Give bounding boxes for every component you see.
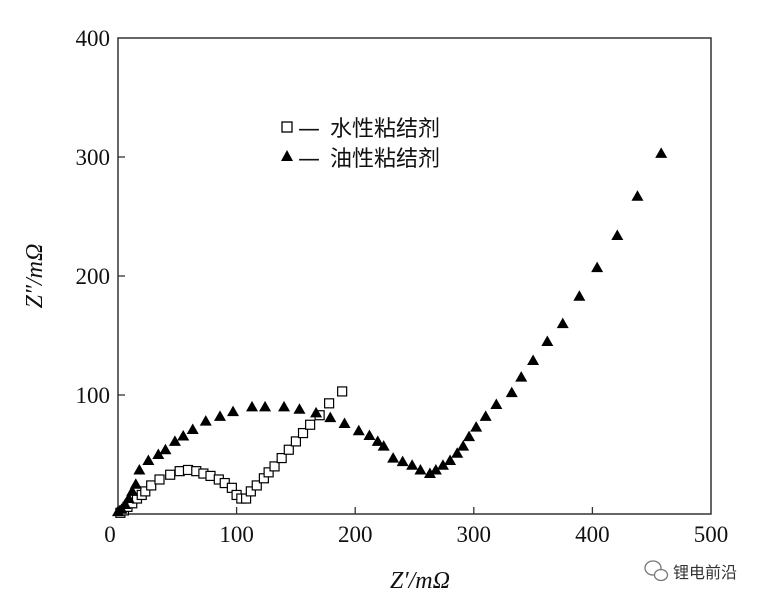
data-point-triangle (352, 424, 365, 436)
data-point-square (283, 444, 294, 455)
data-point-triangle (371, 435, 384, 446)
data-point-triangle (591, 261, 604, 273)
data-point-triangle (278, 400, 291, 412)
data-point-triangle (527, 354, 540, 365)
data-point-square (140, 486, 151, 497)
data-point-square (205, 470, 216, 482)
data-point-triangle (396, 455, 409, 467)
data-point-triangle (457, 440, 470, 451)
data-point-triangle (159, 443, 172, 455)
data-point-triangle (505, 386, 518, 398)
plot-frame (117, 37, 712, 515)
data-point-triangle (142, 454, 155, 465)
data-point-triangle (363, 429, 376, 440)
data-point-triangle (451, 447, 464, 458)
series-oil-binder (112, 147, 668, 517)
data-point-triangle (310, 406, 323, 418)
data-point-triangle (168, 435, 181, 446)
legend-marker-square (281, 121, 293, 133)
y-tick-label: 200 (76, 264, 111, 289)
data-point-triangle (444, 454, 457, 465)
data-point-triangle (293, 403, 306, 414)
data-point-square (269, 461, 280, 472)
data-point-square (263, 467, 274, 478)
y-tick-label: 300 (76, 145, 111, 170)
data-point-triangle (631, 190, 644, 201)
data-point-square (251, 480, 262, 491)
data-point-triangle (406, 459, 419, 470)
data-point-triangle (429, 463, 442, 475)
wechat-icon (644, 560, 669, 582)
data-point-triangle (152, 448, 165, 459)
data-point-square (324, 398, 335, 409)
x-tick-label: 400 (575, 522, 610, 547)
x-tick-label: 0 (104, 522, 116, 547)
y-tick-label: 100 (76, 383, 111, 408)
legend: — 水性粘结剂 — 油性粘结剂 (281, 117, 440, 172)
x-tick-label: 300 (457, 522, 492, 547)
data-point-square (297, 427, 309, 439)
legend-dash-2: — (298, 147, 320, 172)
data-point-triangle (377, 440, 390, 451)
data-point-triangle (423, 467, 436, 479)
data-point-square (276, 452, 287, 464)
x-axis-label: Z′/mΩ (390, 568, 450, 594)
data-point-triangle (259, 400, 272, 412)
data-point-triangle (556, 317, 569, 329)
series-water-binder (115, 386, 348, 518)
watermark: 锂电前沿 (644, 560, 737, 582)
data-point-triangle (573, 290, 586, 301)
data-point-triangle (655, 147, 668, 158)
data-point-square (146, 480, 157, 491)
x-tick-label: 500 (694, 522, 729, 547)
data-point-triangle (436, 459, 449, 470)
data-point-triangle (199, 415, 212, 426)
data-point-square (182, 464, 194, 476)
legend-label-water: 水性粘结剂 (330, 117, 440, 142)
data-point-square (154, 474, 165, 485)
data-point-triangle (177, 430, 190, 441)
data-point-triangle (227, 405, 240, 417)
data-point-triangle (470, 421, 483, 432)
data-point-triangle (338, 417, 351, 429)
data-point-triangle (246, 400, 259, 412)
data-point-square (290, 436, 301, 447)
data-point-triangle (387, 452, 400, 463)
data-point-triangle (119, 498, 132, 509)
data-point-triangle (324, 411, 337, 423)
x-tick-label: 100 (219, 522, 254, 547)
legend-marker-triangle (281, 150, 293, 161)
data-point-triangle (133, 463, 146, 475)
data-point-triangle (611, 229, 624, 241)
data-point-square (174, 466, 185, 477)
data-point-triangle (463, 430, 476, 442)
data-point-triangle (490, 398, 503, 410)
data-point-square (305, 419, 316, 430)
data-point-triangle (213, 410, 226, 421)
legend-dash-1: — (298, 117, 320, 142)
data-point-triangle (414, 463, 427, 475)
data-point-triangle (541, 335, 554, 346)
data-point-square (165, 469, 176, 480)
data-point-triangle (479, 410, 492, 421)
y-tick-label: 400 (76, 26, 111, 51)
x-tick-label: 200 (338, 522, 373, 547)
legend-label-oil: 油性粘结剂 (330, 147, 440, 172)
data-point-triangle (126, 485, 139, 496)
data-point-square (337, 386, 348, 397)
data-point-triangle (122, 492, 135, 504)
data-point-triangle (129, 478, 142, 489)
data-point-square (245, 486, 256, 497)
data-point-triangle (515, 371, 528, 382)
watermark-text: 锂电前沿 (673, 563, 737, 582)
y-axis-label: Z″/mΩ (22, 244, 48, 309)
data-point-triangle (186, 423, 199, 435)
